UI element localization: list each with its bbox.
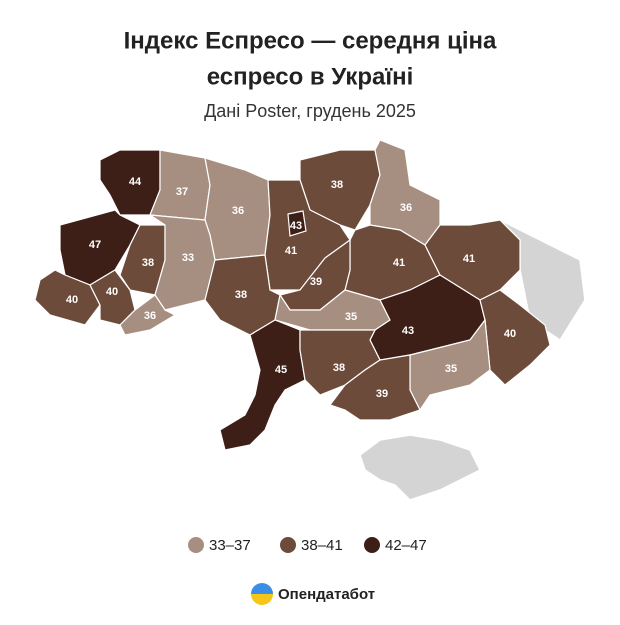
region-value: 43 [290,220,302,232]
region-value: 35 [445,363,457,375]
region-value: 33 [182,252,194,264]
region [329,354,421,421]
region-value: 36 [144,310,156,322]
brand-name: Опендатабот [278,586,375,603]
title-line: Індекс Еспресо — середня ціна [124,27,497,54]
brand-logo [251,583,273,605]
region-value: 37 [176,186,188,198]
region-value: 39 [310,276,322,288]
legend-swatch [364,537,380,553]
region-value: 44 [129,176,142,188]
region-value: 40 [106,286,118,298]
region-value: 47 [89,239,101,251]
region [59,209,141,286]
legend: 33–37 38–41 42–47 [188,537,427,554]
occupied-area [359,434,482,501]
region-value: 43 [402,325,414,337]
region-value: 41 [393,257,405,269]
region-value: 40 [504,328,516,340]
region-value: 38 [235,289,247,301]
subtitle: Дані Poster, грудень 2025 [204,101,416,121]
region [219,319,306,451]
title-line: еспресо в Україні [207,63,414,90]
legend-label: 33–37 [209,537,251,554]
region [119,294,177,336]
region-value: 36 [232,205,244,217]
region [149,214,216,311]
legend-swatch [188,537,204,553]
region [287,210,307,237]
region-value: 38 [333,362,345,374]
region-value: 40 [66,294,78,306]
map: 44 37 36 38 36 47 38 33 41 41 41 39 40 40 38 36 35 43 40 45… [34,139,586,501]
region-value: 38 [331,179,343,191]
legend-label: 42–47 [385,537,427,554]
region-value: 35 [345,311,357,323]
legend-label: 38–41 [301,537,343,554]
region-value: 45 [275,364,287,376]
region-value: 41 [285,245,297,257]
legend-swatch [280,537,296,553]
region-value: 38 [142,257,154,269]
region-value: 41 [463,253,475,265]
region-value: 39 [376,388,388,400]
region-value: 36 [400,202,412,214]
